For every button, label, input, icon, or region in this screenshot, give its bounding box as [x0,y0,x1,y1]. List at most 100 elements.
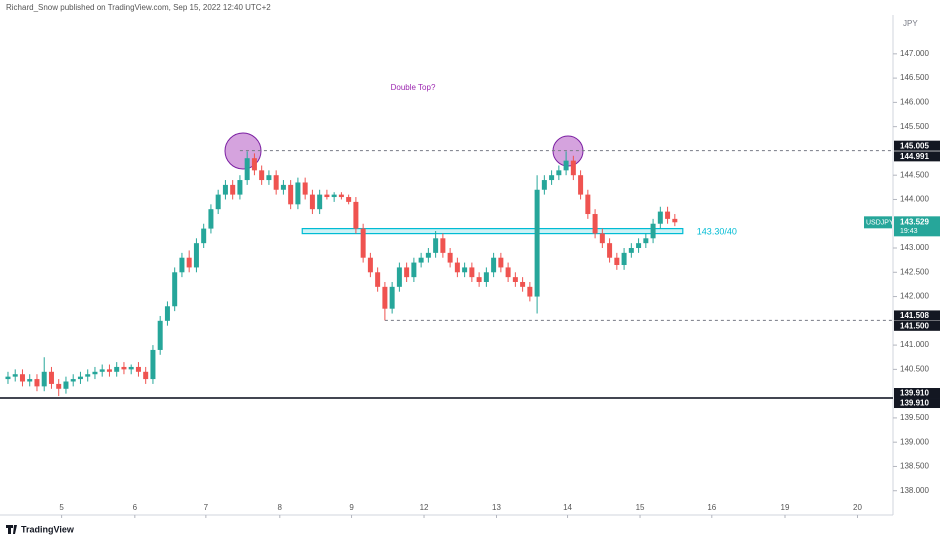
candle [404,262,410,282]
candle [309,189,315,215]
support-zone [301,227,684,235]
candle-body [657,211,663,224]
zone-label: 143.30/40 [697,226,737,236]
candle-body [106,369,112,372]
x-tick-label: 12 [420,503,429,512]
candle-body [63,381,69,389]
y-tick-label: 138.500 [900,462,929,471]
candle [599,228,605,249]
candle [230,180,236,200]
candle-body [70,379,76,382]
y-tick-label: 142.500 [900,267,929,276]
candle [650,218,656,244]
candle [5,371,11,384]
candle-body [411,262,417,278]
x-tick-label: 14 [563,503,572,512]
candle [534,175,540,314]
candle [382,281,388,321]
candle [447,248,453,268]
countdown-label: 19:43 [900,228,918,235]
candle [215,189,221,215]
y-tick-label: 140.500 [900,364,929,373]
candle-body [382,286,388,309]
price-tag [894,140,940,151]
candle [201,223,207,249]
candle-body [462,267,468,273]
candle [34,374,40,392]
candle-body [237,180,243,195]
candle [628,243,634,258]
candle-body [599,233,605,244]
candle [549,170,555,185]
candle-body [614,257,620,265]
candle [63,376,69,394]
candle [607,238,613,263]
candle [222,180,228,200]
candle-body [193,243,199,268]
candle [85,369,91,382]
price-tag-label: 145.005 [900,141,929,150]
candle [128,364,134,375]
candle-body [259,170,265,181]
candle-body [628,248,634,253]
candle-body [447,252,453,263]
candle-body [266,175,272,181]
x-tick-label: 19 [781,503,790,512]
candle-body [585,194,591,215]
candle-body [549,175,555,181]
candle [179,252,185,278]
candle-body [375,272,381,287]
y-tick-label: 141.000 [900,340,929,349]
y-tick-label: 144.500 [900,170,929,179]
candle [280,180,286,195]
price-tag-label: 139.910 [900,389,929,398]
candle [244,151,250,185]
candle [556,165,562,181]
candle [672,214,678,227]
candle [621,248,627,270]
candle-body [143,371,149,380]
candle [657,206,663,229]
candle [157,315,163,355]
candle [462,262,468,278]
x-tick-label: 16 [707,503,716,512]
candle-body [440,238,446,253]
candle-body [230,184,236,195]
candle-body [99,369,105,372]
candle [527,281,533,302]
candle [476,272,482,287]
candle-body [563,160,569,171]
candle-body [505,267,511,278]
candle-body [636,243,642,249]
candle [375,267,381,292]
candle [396,262,402,292]
candle [578,170,584,200]
symbol-label: USDJPY [866,220,894,227]
candle [570,155,576,181]
publisher-line: Richard_Snow published on TradingView.co… [6,3,271,12]
candle-body [317,194,323,210]
x-tick-label: 20 [853,503,862,512]
candle [27,374,33,387]
price-tag [894,398,940,409]
candle [259,165,265,185]
candle-body [389,286,395,309]
symbol-tag [864,216,892,229]
candle-body [520,281,526,287]
candle-body [135,366,141,372]
candle-body [244,158,250,181]
candle [433,231,439,258]
candle [70,374,76,387]
candle-body [534,189,540,297]
candle [614,252,620,270]
candle [288,180,294,210]
price-tag-label: 144.991 [900,152,929,161]
candle-body [186,257,192,268]
candle-body [56,383,62,389]
candle [665,206,671,224]
candle-body [34,379,40,387]
last-price-tag [894,216,940,237]
candle-body [469,267,475,278]
y-tick-label: 138.000 [900,486,929,495]
candle [418,252,424,268]
